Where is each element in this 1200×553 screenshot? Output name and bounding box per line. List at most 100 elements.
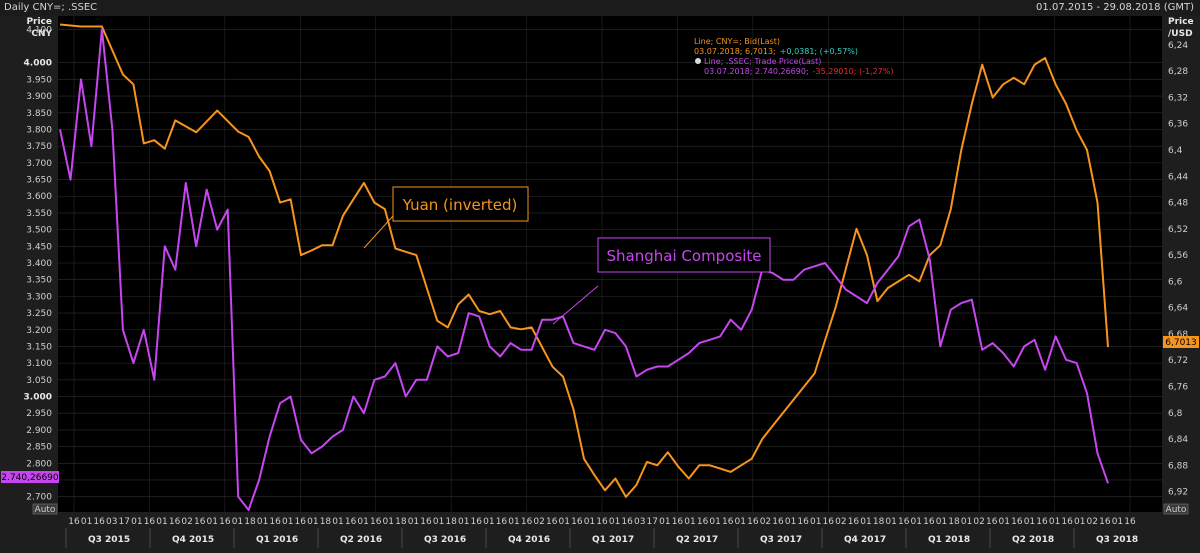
x-axis-day-label: 01 (408, 517, 419, 527)
right-axis-tick-label: 6,36 (1168, 120, 1188, 130)
legend-ssec-values: 03.07.2018; 2.740,26690; -35,29010; (-1,2… (704, 67, 893, 76)
left-axis-tick-label: 2.700 (26, 493, 52, 503)
right-axis-tick-label: 6,48 (1168, 199, 1188, 209)
left-axis-tick-label: 3.400 (26, 259, 52, 269)
left-axis-tick-label: 3.300 (26, 292, 52, 302)
legend-cny-values-text: 03.07.2018; 6,7013; (694, 47, 776, 56)
x-axis-day-label: 16 (93, 517, 105, 527)
x-axis-quarters: Q3 2015 Q4 2015 Q1 2016 Q2 2016 Q3 2016 Q4 20… (65, 528, 1138, 548)
x-axis-day-label: 01 (936, 517, 947, 527)
x-axis-day-label: 01 (383, 517, 394, 527)
x-axis-day-label: 02 (973, 517, 984, 527)
left-axis-tick-label: 3.500 (26, 226, 52, 236)
left-axis-tick-label: 2.900 (26, 426, 52, 436)
x-axis-day-label: 01 (357, 517, 368, 527)
x-axis-day-label: 01 (860, 517, 871, 527)
x-axis-day-label: 01 (1074, 517, 1085, 527)
x-axis-day-label: 16 (219, 517, 231, 527)
x-axis-day-ticks: 16 01 16 03 17 01 16 01 16 02 16 01 16 01 18 01 16 01 16 01… (68, 517, 1136, 527)
left-axis-panel (0, 16, 58, 512)
legend-cny-values: 03.07.2018; 6,7013; +0,0381; (+0,57%) (694, 47, 858, 56)
shanghai-annotation-leader (552, 285, 599, 325)
x-axis-day-label: 01 (999, 517, 1010, 527)
price-chart[interactable]: Price CNY 4.100 4.000 3.950 3.900 3.850 3.800… (0, 16, 1200, 553)
series-line-cny[interactable] (59, 23, 1109, 498)
x-axis-day-label: 16 (797, 517, 809, 527)
x-axis-day-label: 01 (885, 517, 896, 527)
x-axis-day-label: 16 (1099, 517, 1111, 527)
quarter-label: Q4 2016 (508, 535, 550, 545)
x-axis-day-label: 02 (1087, 517, 1098, 527)
x-axis-day-label: 16 (68, 517, 80, 527)
quarter-label: Q3 2017 (760, 535, 802, 545)
quarter-label: Q2 2018 (1012, 535, 1054, 545)
x-axis-day-label: 01 (785, 517, 796, 527)
last-value-tag-cny (1163, 336, 1199, 348)
right-axis-title-1: Price (1168, 17, 1194, 27)
x-axis-day-label: 16 (923, 517, 935, 527)
x-axis-day-label: 01 (584, 517, 595, 527)
x-axis-day-label: 01 (257, 517, 268, 527)
x-axis-day-label: 16 (672, 517, 684, 527)
x-axis-day-label: 01 (483, 517, 494, 527)
legend-cny-title: Line; CNY=; Bid(Last) (694, 37, 780, 46)
yuan-annotation-box (392, 186, 529, 222)
x-axis-day-label: 03 (106, 517, 117, 527)
x-axis-day-label: 01 (559, 517, 570, 527)
x-axis-day-label: 01 (1049, 517, 1060, 527)
right-axis-panel (1162, 16, 1200, 512)
x-axis-day-label: 16 (747, 517, 759, 527)
x-axis-day-label: 16 (1036, 517, 1048, 527)
right-axis-tick-label: 6,56 (1168, 251, 1188, 261)
legend-ssec-title: Line; .SSEC; Trade Price(Last) (704, 57, 821, 66)
x-axis-day-label: 01 (735, 517, 746, 527)
quarter-label: Q1 2016 (256, 535, 298, 545)
x-axis-day-label: 01 (684, 517, 695, 527)
x-axis-day-label: 16 (697, 517, 709, 527)
auto-right-button[interactable] (1163, 503, 1189, 515)
x-axis-day-label: 01 (609, 517, 620, 527)
left-axis-tick-label: 3.650 (26, 176, 52, 186)
last-value-tag-ssec (1, 471, 59, 483)
left-axis-tick-label: 3.700 (26, 159, 52, 169)
x-axis-day-label: 16 (823, 517, 835, 527)
series-line-ssec[interactable] (59, 28, 1109, 511)
quarter-label: Q2 2017 (676, 535, 718, 545)
x-axis-day-label: 18 (320, 517, 332, 527)
x-axis-day-label: 01 (1112, 517, 1123, 527)
x-axis-day-label: 18 (948, 517, 960, 527)
x-axis-day-label: 01 (458, 517, 469, 527)
x-axis-day-label: 01 (332, 517, 343, 527)
quarter-label: Q4 2017 (844, 535, 886, 545)
quarter-label: Q4 2015 (172, 535, 214, 545)
x-axis-day-label: 16 (621, 517, 633, 527)
x-axis-day-label: 16 (848, 517, 860, 527)
quarter-label: Q1 2017 (592, 535, 634, 545)
legend-bullet-icon (695, 58, 701, 64)
right-axis-tick-label: 6,84 (1168, 435, 1188, 445)
right-axis-tick-label: 6,92 (1168, 488, 1188, 498)
x-axis-day-label: 18 (445, 517, 457, 527)
x-axis-day-label: 16 (1011, 517, 1023, 527)
left-axis-tick-label: 3.350 (26, 276, 52, 286)
x-axis-day-label: 01 (156, 517, 167, 527)
left-axis-tick-label: 3.750 (26, 142, 52, 152)
left-axis-tick-label: 3.900 (26, 92, 52, 102)
x-axis-day-label: 16 (169, 517, 181, 527)
right-axis-tick-label: 6,8 (1168, 409, 1183, 419)
legend-cny-change: +0,0381; (+0,57%) (780, 47, 858, 56)
right-axis-tick-label: 6,72 (1168, 356, 1188, 366)
right-axis-tick-label: 6,44 (1168, 172, 1188, 182)
x-axis-day-label: 16 (295, 517, 307, 527)
right-axis-tick-label: 6,64 (1168, 304, 1188, 314)
yuan-annotation-label: Yuan (inverted) (402, 196, 518, 214)
x-axis-day-label: 18 (244, 517, 256, 527)
x-axis-day-label: 18 (395, 517, 407, 527)
x-axis-day-label: 16 (1061, 517, 1073, 527)
x-axis-day-label: 16 (722, 517, 734, 527)
x-axis-day-label: 02 (181, 517, 192, 527)
shanghai-annotation-label: Shanghai Composite (607, 247, 762, 265)
right-axis-tick-label: 6,88 (1168, 461, 1188, 471)
auto-left-button[interactable] (32, 503, 58, 515)
x-axis-day-label: 01 (911, 517, 922, 527)
